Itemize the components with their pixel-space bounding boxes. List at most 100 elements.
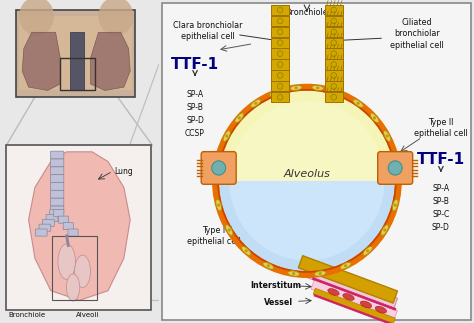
FancyBboxPatch shape	[39, 224, 51, 231]
Ellipse shape	[223, 130, 230, 141]
Ellipse shape	[392, 199, 398, 211]
Ellipse shape	[263, 262, 274, 269]
Circle shape	[331, 29, 337, 35]
Circle shape	[273, 91, 276, 95]
Wedge shape	[216, 87, 398, 181]
Circle shape	[277, 7, 283, 13]
Polygon shape	[305, 265, 398, 310]
FancyBboxPatch shape	[325, 81, 343, 91]
Circle shape	[245, 249, 248, 253]
Text: Lung: Lung	[114, 167, 133, 176]
Ellipse shape	[340, 262, 351, 269]
FancyBboxPatch shape	[271, 92, 289, 102]
FancyBboxPatch shape	[162, 3, 471, 320]
Circle shape	[331, 94, 337, 100]
Circle shape	[331, 72, 337, 78]
Polygon shape	[22, 32, 60, 90]
Circle shape	[331, 7, 337, 13]
FancyBboxPatch shape	[51, 159, 64, 167]
Ellipse shape	[353, 99, 364, 107]
Polygon shape	[313, 288, 395, 323]
FancyBboxPatch shape	[51, 175, 64, 182]
FancyBboxPatch shape	[201, 152, 236, 184]
Circle shape	[394, 203, 397, 207]
FancyBboxPatch shape	[51, 198, 64, 206]
FancyBboxPatch shape	[271, 70, 289, 80]
FancyBboxPatch shape	[36, 229, 47, 236]
Circle shape	[388, 161, 402, 175]
Circle shape	[212, 161, 226, 175]
FancyBboxPatch shape	[51, 190, 64, 198]
Circle shape	[331, 18, 337, 24]
Polygon shape	[312, 277, 396, 310]
FancyBboxPatch shape	[271, 59, 289, 70]
Ellipse shape	[370, 113, 379, 123]
Bar	[70, 32, 84, 90]
Wedge shape	[229, 101, 384, 181]
FancyBboxPatch shape	[325, 59, 343, 70]
Circle shape	[238, 116, 241, 120]
FancyBboxPatch shape	[51, 151, 64, 159]
Ellipse shape	[216, 151, 221, 162]
FancyBboxPatch shape	[325, 92, 343, 102]
Ellipse shape	[225, 225, 233, 235]
Ellipse shape	[216, 199, 221, 211]
Ellipse shape	[392, 151, 398, 162]
Circle shape	[254, 102, 257, 105]
Polygon shape	[314, 294, 394, 323]
Text: Alveoli: Alveoli	[76, 312, 99, 318]
Circle shape	[74, 255, 91, 287]
Text: Clara bronchiolar
epithelial cell: Clara bronchiolar epithelial cell	[173, 21, 242, 41]
Circle shape	[292, 272, 295, 275]
Text: TTF-1: TTF-1	[171, 57, 219, 72]
FancyBboxPatch shape	[271, 48, 289, 59]
Polygon shape	[298, 255, 398, 303]
Circle shape	[277, 29, 283, 35]
Text: Ciliated
bronchiolar
epithelial cell: Ciliated bronchiolar epithelial cell	[391, 18, 444, 49]
Circle shape	[331, 40, 337, 46]
Circle shape	[277, 83, 283, 89]
Circle shape	[344, 264, 347, 267]
FancyBboxPatch shape	[271, 5, 289, 15]
Ellipse shape	[363, 246, 373, 255]
Circle shape	[277, 94, 283, 100]
Circle shape	[373, 116, 376, 120]
Text: Vessel: Vessel	[264, 297, 293, 307]
Ellipse shape	[288, 271, 300, 276]
FancyBboxPatch shape	[6, 145, 151, 310]
FancyBboxPatch shape	[19, 16, 132, 90]
FancyBboxPatch shape	[51, 182, 64, 190]
Ellipse shape	[328, 288, 339, 296]
FancyBboxPatch shape	[271, 81, 289, 91]
Circle shape	[356, 102, 360, 105]
Circle shape	[58, 244, 75, 279]
Polygon shape	[91, 32, 130, 90]
FancyBboxPatch shape	[325, 16, 343, 26]
Text: Bronchiole: Bronchiole	[285, 8, 328, 17]
Circle shape	[385, 134, 389, 138]
Circle shape	[331, 83, 337, 89]
Ellipse shape	[19, 0, 54, 36]
FancyBboxPatch shape	[271, 16, 289, 26]
FancyBboxPatch shape	[63, 223, 73, 230]
FancyBboxPatch shape	[325, 5, 343, 15]
Text: TTF-1: TTF-1	[417, 152, 465, 167]
Circle shape	[228, 228, 231, 232]
Text: Bronchiole: Bronchiole	[9, 312, 46, 318]
FancyBboxPatch shape	[378, 152, 413, 184]
FancyBboxPatch shape	[325, 48, 343, 59]
FancyBboxPatch shape	[325, 26, 343, 37]
Ellipse shape	[375, 306, 387, 313]
Text: Alveolus: Alveolus	[283, 170, 330, 179]
Polygon shape	[311, 279, 397, 320]
Circle shape	[337, 91, 340, 95]
Circle shape	[277, 18, 283, 24]
Circle shape	[217, 203, 220, 207]
FancyBboxPatch shape	[50, 210, 62, 217]
Circle shape	[277, 40, 283, 46]
Circle shape	[267, 264, 270, 267]
Ellipse shape	[360, 301, 372, 308]
Circle shape	[383, 228, 386, 232]
Text: Interstitum: Interstitum	[250, 281, 301, 290]
Text: Type I
epithelial cell: Type I epithelial cell	[187, 226, 241, 246]
